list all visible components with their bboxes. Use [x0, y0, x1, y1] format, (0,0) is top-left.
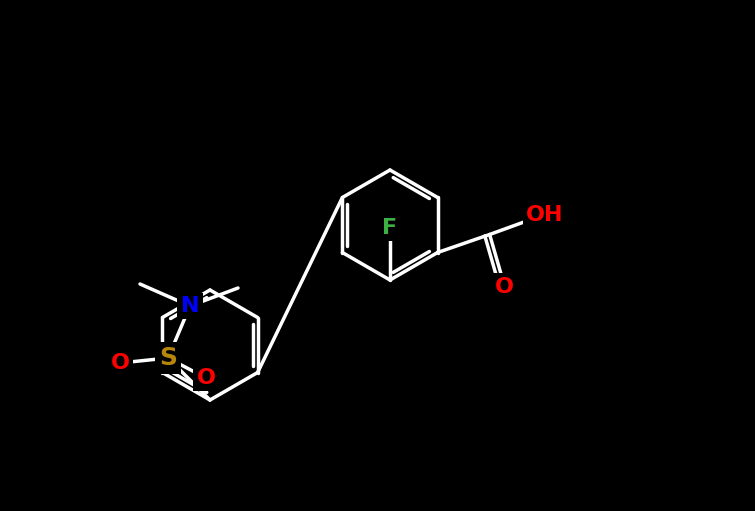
Text: OH: OH: [526, 204, 563, 224]
Text: F: F: [383, 218, 398, 238]
Text: O: O: [196, 368, 215, 388]
Text: S: S: [159, 346, 177, 370]
Text: O: O: [110, 353, 130, 373]
Text: N: N: [180, 296, 199, 316]
Text: O: O: [495, 276, 514, 296]
